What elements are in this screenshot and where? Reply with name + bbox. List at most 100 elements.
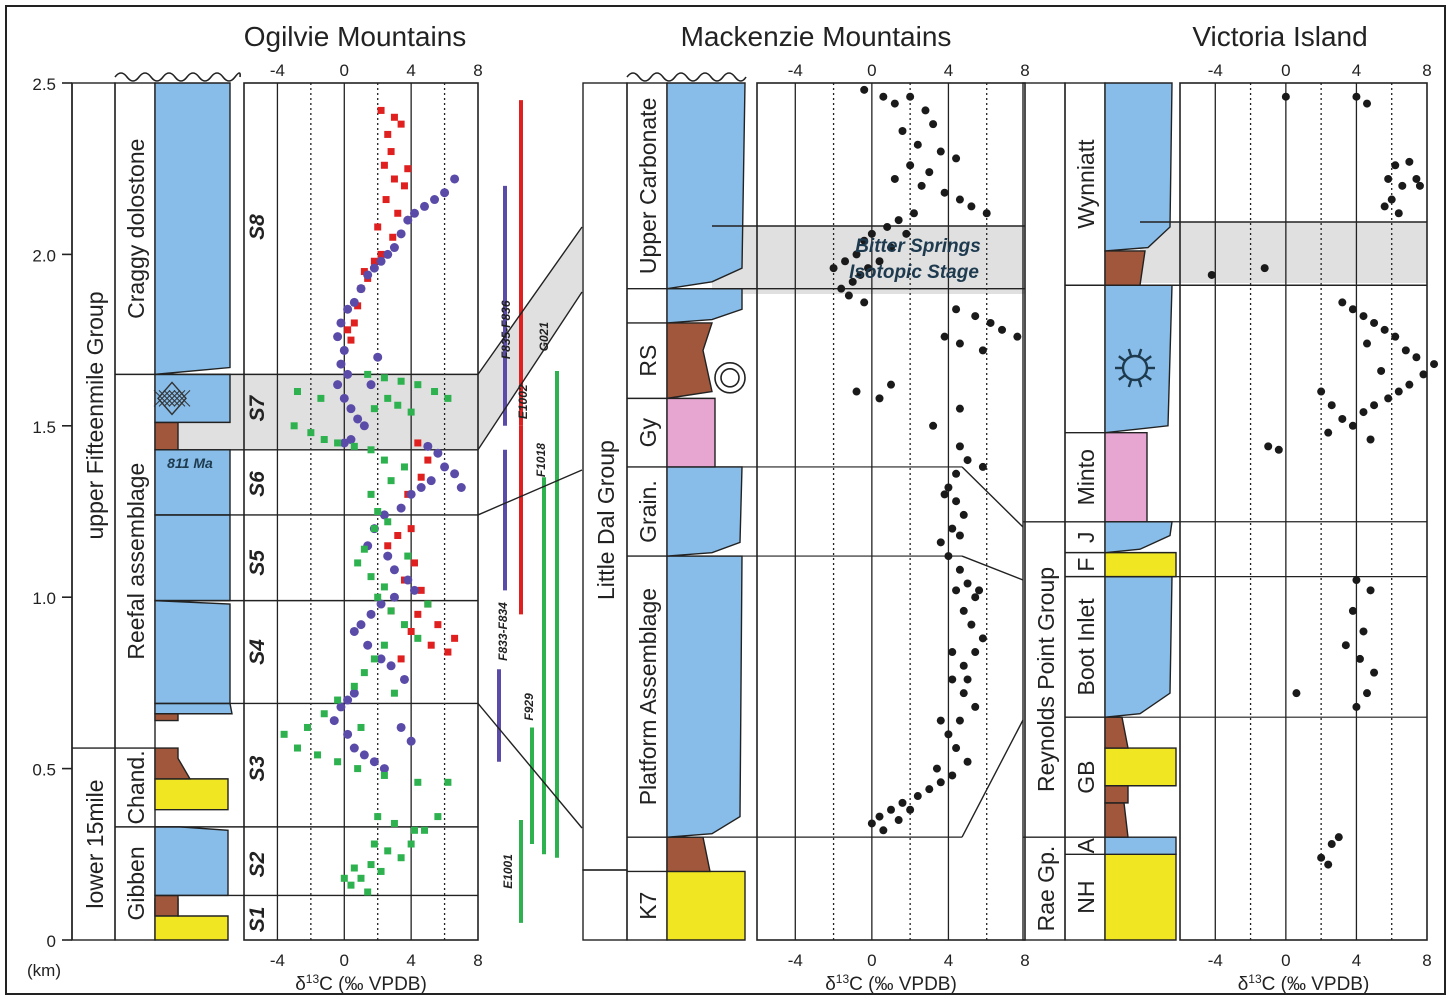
data-point-black (971, 312, 980, 321)
data-point-black (887, 805, 895, 814)
data-point-black (887, 243, 895, 252)
ogilvie-sandstone (154, 778, 229, 811)
mackenzie-unit-label-2: RS (635, 345, 661, 377)
data-point-green (334, 439, 342, 447)
data-point-red (394, 209, 402, 217)
section-bar-label-f835-f836: F835-F836 (499, 300, 513, 359)
data-point-red (417, 473, 425, 481)
data-point-black (1352, 702, 1361, 711)
data-point-black (906, 161, 915, 170)
data-point-black (1359, 408, 1368, 417)
panel-1-tick-top: 8 (473, 61, 482, 80)
victoria-unit-label-2: Minto (1073, 449, 1099, 505)
data-point-green (380, 583, 388, 591)
data-point-black (887, 380, 895, 389)
data-point-purple (409, 585, 419, 595)
correlation-line (477, 291, 583, 451)
victoria-shale (1104, 250, 1146, 286)
data-point-green (414, 634, 422, 642)
data-point-black (948, 771, 957, 780)
data-point-green (387, 477, 395, 485)
data-point-purple (396, 229, 406, 239)
mackenzie-unit-label-3: Gy (635, 417, 661, 447)
mackenzie-unit-label-1: Upper Carbonate (635, 98, 661, 274)
data-point-red (350, 319, 358, 327)
ogilvie-sequence-label: S4 (246, 639, 269, 665)
data-point-red (389, 233, 397, 241)
section-bar-label-e1001: E1001 (501, 854, 515, 889)
data-point-red (444, 648, 452, 656)
data-point-red (360, 268, 368, 276)
data-point-green (390, 689, 398, 697)
panel-2-axis-label: δ13C (‰ VPDB) (825, 972, 957, 995)
data-point-black (952, 586, 961, 595)
data-point-black (1391, 332, 1400, 341)
mackenzie-carbonate (666, 466, 743, 557)
depth-axis-unit-label: (km) (27, 961, 61, 980)
data-point-green (340, 874, 348, 882)
data-point-black (1370, 668, 1379, 677)
data-point-black (936, 716, 945, 725)
data-point-black (890, 174, 899, 183)
data-point-black (1430, 360, 1439, 369)
data-point-green (334, 758, 342, 766)
data-point-purple (353, 414, 363, 424)
data-point-black (1317, 853, 1326, 862)
data-point-green (414, 381, 422, 389)
data-point-green (390, 819, 398, 827)
data-point-purple (366, 609, 376, 619)
data-point-purple (363, 640, 373, 650)
ogilvie-sequence-label: S2 (246, 851, 269, 877)
data-point-purple (389, 565, 399, 575)
data-point-black (1324, 428, 1333, 437)
panel-1-tick-bottom: 0 (340, 951, 349, 970)
data-point-red (400, 182, 408, 190)
panel-1-axis-label: δ13C (‰ VPDB) (295, 972, 427, 995)
ogilvie-sequence-label: S5 (246, 550, 269, 576)
victoria-group-label-2: Rae Gp. (1033, 846, 1059, 932)
data-point-green (370, 840, 378, 848)
data-point-red (380, 161, 388, 169)
data-point-black (1391, 161, 1400, 170)
data-point-purple (373, 352, 383, 362)
data-point-black (1359, 627, 1368, 636)
data-point-black (1405, 157, 1414, 166)
data-point-black (906, 92, 915, 101)
data-point-green (314, 751, 322, 759)
victoria-sandstone (1104, 747, 1177, 787)
data-point-green (364, 370, 372, 378)
data-point-black (955, 565, 964, 574)
data-point-green (367, 573, 375, 581)
data-point-green (380, 641, 388, 649)
data-point-purple (383, 249, 393, 259)
depth-axis-tick-label: 2.0 (32, 246, 56, 265)
data-point-black (1338, 298, 1347, 307)
data-point-purple (343, 304, 353, 314)
data-point-black (1327, 401, 1336, 410)
axis-label-sup: 13 (306, 972, 320, 986)
data-point-black (1412, 353, 1421, 362)
data-point-purple (363, 270, 373, 280)
data-point-green (424, 600, 432, 608)
data-point-red (407, 627, 415, 635)
data-point-purple (379, 764, 389, 774)
data-point-black (1370, 318, 1379, 327)
data-point-black (963, 757, 972, 766)
data-point-green (370, 525, 378, 533)
data-point-purple (409, 208, 419, 218)
data-point-black (948, 648, 957, 657)
data-point-black (1352, 92, 1361, 101)
data-point-purple (406, 736, 416, 746)
data-point-black (944, 552, 953, 561)
ogilvie-shale (154, 713, 179, 722)
data-point-green (434, 813, 442, 821)
data-point-green (360, 545, 368, 553)
data-point-black (967, 202, 976, 211)
ooid-icon (714, 362, 746, 394)
ogilvie-carbonate (154, 599, 231, 705)
data-point-black (959, 606, 968, 615)
data-point-green (380, 771, 388, 779)
section-bar-label-f833-f834: F833-F834 (496, 602, 510, 661)
panel-2-tick-top: 8 (1020, 61, 1029, 80)
